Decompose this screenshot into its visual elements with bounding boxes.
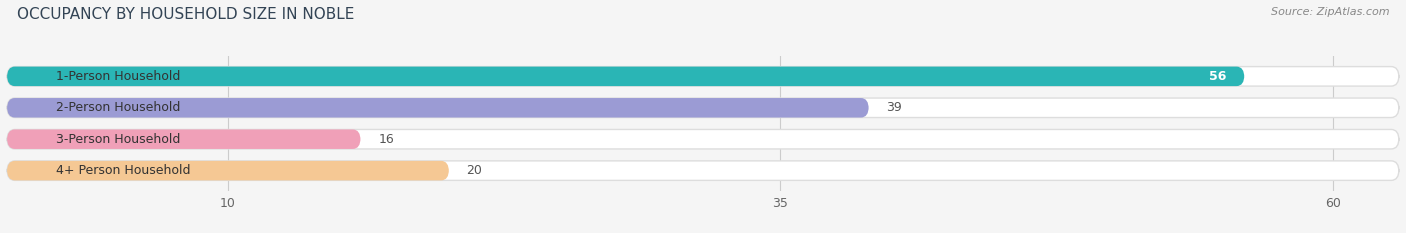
Text: 16: 16	[378, 133, 394, 146]
Text: Source: ZipAtlas.com: Source: ZipAtlas.com	[1271, 7, 1389, 17]
Text: 39: 39	[886, 101, 903, 114]
FancyBboxPatch shape	[7, 161, 449, 180]
Text: 20: 20	[467, 164, 482, 177]
FancyBboxPatch shape	[7, 98, 1399, 117]
Text: 56: 56	[1209, 70, 1226, 83]
FancyBboxPatch shape	[7, 98, 869, 117]
Text: 4+ Person Household: 4+ Person Household	[56, 164, 190, 177]
FancyBboxPatch shape	[7, 130, 1399, 149]
Text: 3-Person Household: 3-Person Household	[56, 133, 180, 146]
Text: 1-Person Household: 1-Person Household	[56, 70, 180, 83]
FancyBboxPatch shape	[7, 67, 1244, 86]
Text: 2-Person Household: 2-Person Household	[56, 101, 180, 114]
Text: OCCUPANCY BY HOUSEHOLD SIZE IN NOBLE: OCCUPANCY BY HOUSEHOLD SIZE IN NOBLE	[17, 7, 354, 22]
FancyBboxPatch shape	[7, 161, 1399, 180]
FancyBboxPatch shape	[7, 130, 360, 149]
FancyBboxPatch shape	[7, 67, 1399, 86]
